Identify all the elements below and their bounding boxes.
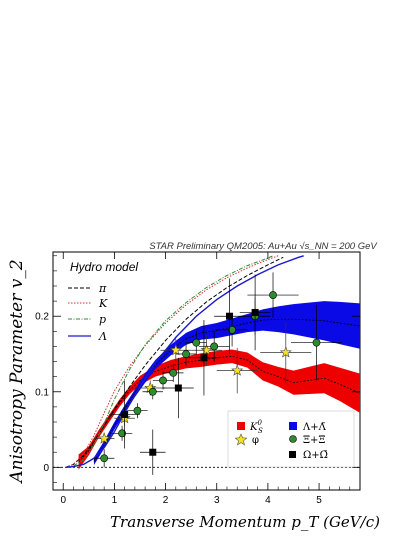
band-0 xyxy=(78,349,360,470)
legend-xi-label: Ξ+Ξ̄ xyxy=(303,435,325,446)
y-tick-label: 0.2 xyxy=(35,312,49,323)
x-tick-label: 2 xyxy=(163,495,169,506)
legend-pion-label: π xyxy=(98,282,107,295)
data-point-xi xyxy=(269,291,277,299)
chart-header: STAR Preliminary QM2005: Au+Au √s_NN = 2… xyxy=(149,241,378,252)
data-point-xi xyxy=(192,338,201,347)
hydro-model-title: Hydro model xyxy=(70,260,138,274)
x-tick-label: 4 xyxy=(265,495,271,506)
legend-lambda-swatch xyxy=(289,422,297,430)
data-point-phi xyxy=(98,432,111,444)
data-point-xi xyxy=(182,350,190,358)
data-point-xi xyxy=(312,338,321,347)
legend-kaon-label: K xyxy=(98,297,108,310)
data-point-xi xyxy=(169,368,178,377)
data-point-xi xyxy=(148,387,157,396)
data-point-omega xyxy=(174,384,182,392)
data-point-phi xyxy=(231,364,244,376)
hydro-curve-3 xyxy=(65,255,304,469)
data-point-xi xyxy=(133,406,142,415)
x-tick-label: 0 xyxy=(60,495,66,506)
data-point-phi xyxy=(169,343,182,356)
y-tick-label: 0 xyxy=(43,463,49,474)
legend-lambda-data-label: Λ+Λ̄ xyxy=(302,422,327,433)
data-point-omega xyxy=(121,410,129,418)
legend-lambda-label: Λ xyxy=(98,330,107,343)
x-axis-title: Transverse Momentum p_T (GeV/c) xyxy=(110,513,380,531)
data-point-phi xyxy=(279,346,292,358)
x-tick-label: 5 xyxy=(316,495,322,506)
data-point-omega xyxy=(149,448,157,456)
x-tick-label: 1 xyxy=(112,495,118,506)
band-1 xyxy=(93,301,360,466)
data-point-xi xyxy=(159,376,167,385)
legend-xi-marker xyxy=(289,435,297,443)
data-point-xi xyxy=(118,429,126,438)
legend-phi-marker xyxy=(234,433,248,446)
data-point-phi xyxy=(200,343,213,356)
data-point-xi xyxy=(210,342,219,351)
band-center-0 xyxy=(78,355,360,463)
legend-k0s-swatch xyxy=(237,422,245,430)
legend-phi-label: φ xyxy=(252,435,259,446)
y-axis-title: Anisotropy Parameter v_2 xyxy=(7,259,27,484)
legend-k0s-label: K0 S xyxy=(249,419,263,435)
x-tick-label: 3 xyxy=(214,495,220,506)
legend-proton-label: p xyxy=(99,313,106,326)
data-point-omega xyxy=(226,312,234,320)
data-legend: K0 S Λ+Λ̄ φ Ξ+Ξ̄ Ω+Ω̄ xyxy=(227,410,355,468)
hydro-curve-0 xyxy=(65,256,284,468)
hydro-legend: Hydro model π K p Λ xyxy=(68,260,138,343)
data-point-xi xyxy=(100,454,109,463)
legend-omega-marker xyxy=(289,451,296,458)
data-point-omega xyxy=(200,354,208,362)
data-point-omega xyxy=(251,308,259,316)
data-point-xi xyxy=(228,325,236,334)
y-tick-label: 0.1 xyxy=(35,387,49,398)
band-center-1 xyxy=(93,318,360,462)
hydro-curve-2 xyxy=(65,255,274,468)
legend-omega-label: Ω+Ω̄ xyxy=(303,450,328,461)
